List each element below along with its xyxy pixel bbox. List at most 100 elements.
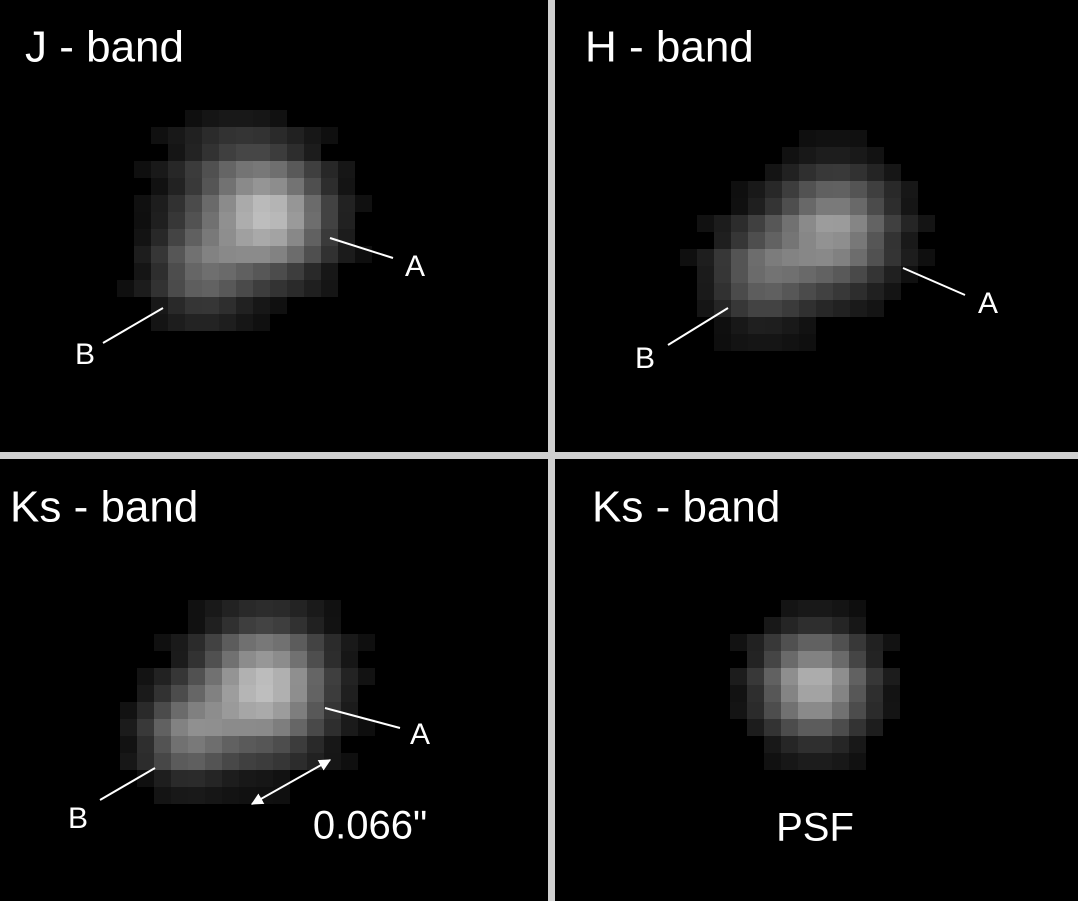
image-pixel — [256, 736, 273, 753]
image-pixel — [205, 753, 222, 770]
image-pixel — [748, 317, 765, 334]
image-pixel — [185, 229, 202, 246]
image-pixel — [171, 668, 188, 685]
image-pixel — [205, 719, 222, 736]
image-pixel — [781, 685, 798, 702]
image-pixel — [799, 215, 816, 232]
image-pixel — [884, 215, 901, 232]
image-pixel — [222, 702, 239, 719]
image-pixel — [731, 215, 748, 232]
image-pixel — [168, 195, 185, 212]
image-pixel — [798, 719, 815, 736]
image-pixel — [799, 232, 816, 249]
image-pixel — [782, 334, 799, 351]
image-pixel — [781, 617, 798, 634]
image-pixel — [815, 702, 832, 719]
image-pixel — [799, 317, 816, 334]
image-pixel — [832, 600, 849, 617]
image-pixel — [219, 212, 236, 229]
image-pixel — [273, 600, 290, 617]
image-pixel — [290, 600, 307, 617]
image-pixel — [307, 651, 324, 668]
image-pixel — [799, 266, 816, 283]
image-pixel — [256, 668, 273, 685]
image-pixel — [781, 634, 798, 651]
image-pixel — [188, 753, 205, 770]
image-pixel — [714, 215, 731, 232]
image-pixel — [782, 198, 799, 215]
image-pixel — [273, 736, 290, 753]
label: A — [978, 287, 998, 320]
image-pixel — [253, 229, 270, 246]
image-pixel — [832, 651, 849, 668]
image-pixel — [253, 144, 270, 161]
image-pixel — [849, 668, 866, 685]
image-pixel — [188, 617, 205, 634]
image-pixel — [867, 232, 884, 249]
image-pixel — [355, 195, 372, 212]
image-pixel — [239, 702, 256, 719]
image-pixel — [816, 198, 833, 215]
separation-arrow — [250, 759, 332, 805]
image-pixel — [765, 283, 782, 300]
image-pixel — [731, 266, 748, 283]
image-pixel — [748, 232, 765, 249]
image-pixel — [850, 232, 867, 249]
image-pixel — [731, 300, 748, 317]
image-pixel — [151, 212, 168, 229]
image-pixel — [270, 229, 287, 246]
image-pixel — [171, 736, 188, 753]
image-pixel — [134, 263, 151, 280]
image-pixel — [832, 617, 849, 634]
image-pixel — [154, 787, 171, 804]
image-pixel — [256, 600, 273, 617]
image-pixel — [338, 178, 355, 195]
image-pixel — [202, 144, 219, 161]
image-pixel — [321, 246, 338, 263]
image-pixel — [134, 212, 151, 229]
image-pixel — [849, 736, 866, 753]
image-pixel — [270, 161, 287, 178]
image-pixel — [867, 266, 884, 283]
image-pixel — [270, 144, 287, 161]
image-pixel — [287, 229, 304, 246]
image-pixel — [253, 110, 270, 127]
images — [117, 110, 935, 804]
image-pixel — [185, 297, 202, 314]
image-pixel — [867, 249, 884, 266]
image-pixel — [253, 212, 270, 229]
image-pixel — [171, 753, 188, 770]
image-pixel — [171, 719, 188, 736]
image-pixel — [256, 702, 273, 719]
image-pixel — [168, 178, 185, 195]
image-pixel — [918, 215, 935, 232]
image-pixel — [168, 229, 185, 246]
image-pixel — [151, 127, 168, 144]
image-pixel — [270, 280, 287, 297]
image-pixel — [833, 249, 850, 266]
image-pixel — [764, 753, 781, 770]
image-pixel — [321, 229, 338, 246]
image-pixel — [219, 178, 236, 195]
image-pixel — [236, 178, 253, 195]
image-pixel — [833, 283, 850, 300]
image-pixel — [815, 617, 832, 634]
image-pixel — [901, 198, 918, 215]
image-pixel — [747, 719, 764, 736]
image-pixel — [222, 651, 239, 668]
image-pixel — [304, 195, 321, 212]
image-pixel — [884, 198, 901, 215]
image-pixel — [833, 266, 850, 283]
image-pixel — [798, 736, 815, 753]
image-pixel — [202, 229, 219, 246]
image-pixel — [287, 263, 304, 280]
image-pixel — [239, 634, 256, 651]
image-pixel — [884, 283, 901, 300]
image-pixel — [731, 317, 748, 334]
image-pixel — [747, 634, 764, 651]
image-pixel — [287, 127, 304, 144]
image-pixel — [188, 719, 205, 736]
image-pixel — [151, 314, 168, 331]
image-pixel — [219, 263, 236, 280]
image-pixel — [171, 787, 188, 804]
